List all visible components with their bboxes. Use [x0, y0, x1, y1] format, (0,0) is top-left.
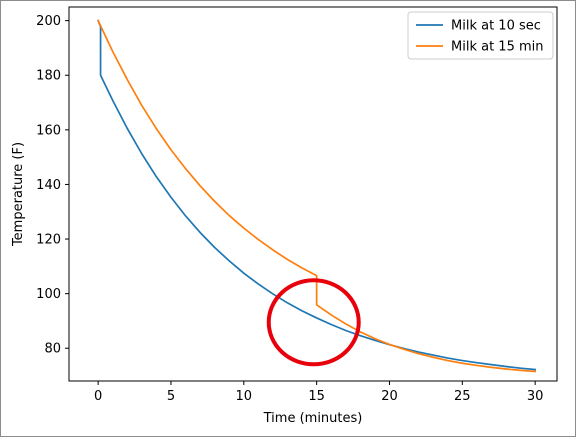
y-tick-label: 180 [36, 69, 61, 84]
y-tick-label: 80 [44, 342, 61, 357]
y-tick-label: 100 [36, 287, 61, 302]
x-tick-label: 0 [94, 389, 102, 404]
annotation-circle [266, 278, 361, 367]
series-line-2 [96, 19, 537, 373]
y-axis-label: Temperature (F) [11, 142, 26, 247]
plot-area-frame [68, 6, 558, 382]
x-tick-label: 30 [527, 389, 544, 404]
x-tick-label: 5 [167, 389, 175, 404]
y-tick-label: 140 [36, 178, 61, 193]
x-tick-label: 25 [454, 389, 471, 404]
x-tick-label: 15 [308, 389, 325, 404]
x-tick-label: 10 [236, 389, 253, 404]
series-line-1 [97, 19, 537, 371]
legend-box [407, 11, 554, 60]
legend-label: Milk at 15 min [451, 40, 544, 55]
y-tick-label: 200 [36, 14, 61, 29]
x-axis-label: Time (minutes) [263, 411, 363, 426]
y-tick-label: 160 [36, 123, 61, 138]
x-tick-label: 20 [381, 389, 398, 404]
legend-label: Milk at 10 sec [451, 19, 541, 34]
y-tick-label: 120 [36, 233, 61, 248]
